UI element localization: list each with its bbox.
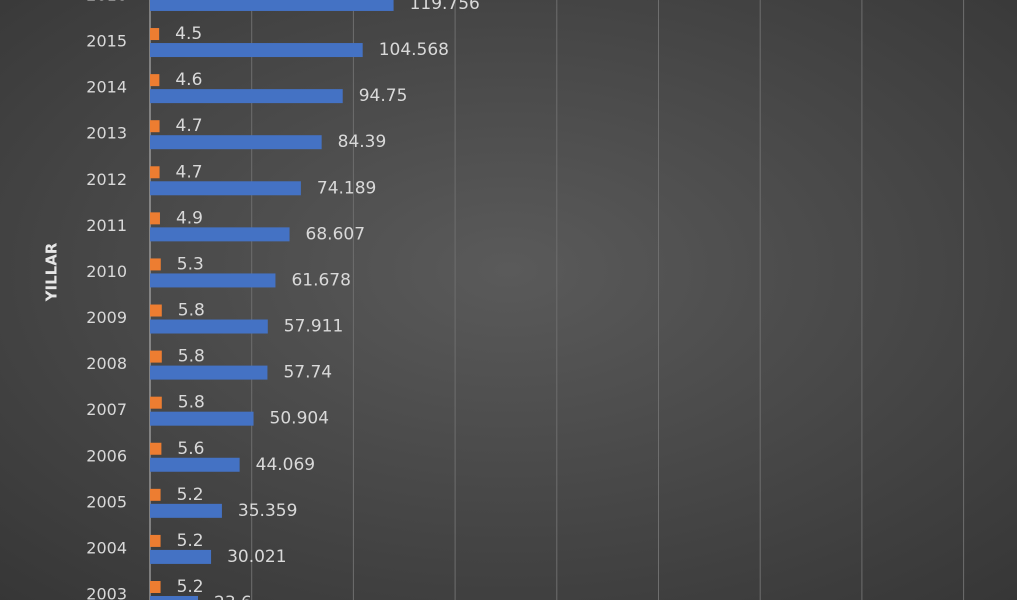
- data-label: 74.189: [317, 178, 376, 198]
- data-label: 84.39: [338, 132, 387, 152]
- data-label: 30.021: [227, 547, 286, 567]
- y-tick-label: 2012: [86, 170, 127, 189]
- bar: [150, 442, 162, 455]
- data-label: 35.359: [238, 501, 297, 521]
- bar: [150, 534, 161, 547]
- y-tick-label: 2014: [86, 78, 127, 97]
- data-label: 5.2: [177, 577, 204, 597]
- bar: [150, 0, 394, 11]
- bar: [150, 488, 161, 501]
- data-label: 94.75: [359, 86, 408, 106]
- y-tick-label: 2005: [86, 492, 127, 511]
- data-label: 5.8: [178, 301, 205, 321]
- data-label: 4.9: [176, 208, 203, 228]
- bar: [150, 396, 162, 409]
- bar: [150, 227, 290, 242]
- data-label: 119.756: [410, 0, 480, 14]
- data-label: 4.7: [176, 162, 203, 182]
- data-label: 57.911: [284, 317, 343, 337]
- bar: [150, 89, 343, 104]
- data-label: 5.3: [177, 254, 204, 274]
- bar: [150, 258, 161, 271]
- bar: [150, 319, 268, 334]
- data-label: 44.069: [256, 455, 315, 475]
- data-label: 5.6: [177, 439, 204, 459]
- data-label: 104.568: [379, 40, 449, 60]
- bar: [150, 596, 199, 600]
- data-label: 5.8: [178, 393, 205, 413]
- data-label: 5.2: [177, 531, 204, 551]
- bar: [150, 350, 162, 363]
- data-label: 4.5: [175, 24, 202, 44]
- y-tick-label: 2006: [86, 446, 127, 465]
- y-tick-label: 2003: [86, 585, 127, 600]
- y-tick-label: 2007: [86, 400, 127, 419]
- bar: [150, 181, 301, 196]
- bar: [150, 135, 322, 150]
- bar: [150, 28, 160, 41]
- y-tick-label: 2013: [86, 124, 127, 143]
- y-tick-label: 2016: [86, 0, 127, 4]
- bar: [150, 365, 268, 380]
- data-label: 50.904: [270, 409, 329, 429]
- bar: [150, 503, 222, 518]
- bar: [150, 549, 212, 564]
- data-label: 61.678: [291, 270, 350, 290]
- data-label: 5.8: [178, 347, 205, 367]
- y-axis-label: YILLAR: [43, 242, 61, 302]
- bar: [150, 304, 162, 317]
- bar: [150, 457, 240, 472]
- data-label: 57.74: [283, 363, 332, 383]
- data-label: 68.607: [306, 224, 365, 244]
- y-tick-label: 2008: [86, 354, 127, 373]
- bar: [150, 581, 161, 593]
- y-tick-label: 2015: [86, 32, 127, 51]
- y-tick-label: 2010: [86, 262, 127, 281]
- data-label: 5.2: [177, 485, 204, 505]
- bar: [150, 74, 160, 87]
- bar: [150, 166, 160, 179]
- data-label: 4.7: [176, 116, 203, 136]
- y-tick-label: 2009: [86, 308, 127, 327]
- bar: [150, 43, 363, 58]
- y-tick-label: 2004: [86, 538, 127, 557]
- bar: [150, 212, 160, 225]
- data-label: 23.6: [214, 593, 252, 600]
- bar: [150, 273, 276, 288]
- y-tick-label: 2011: [86, 216, 127, 235]
- bar: [150, 411, 254, 426]
- data-label: 4.6: [175, 70, 202, 90]
- bar: [150, 120, 160, 133]
